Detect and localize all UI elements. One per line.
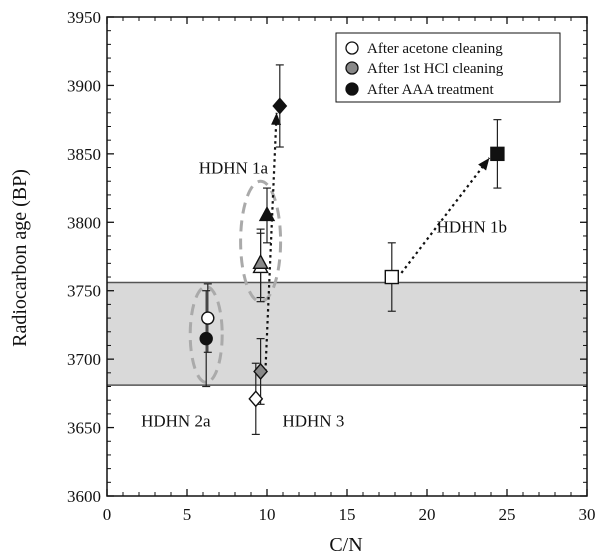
y-tick-label: 3600 bbox=[67, 487, 101, 506]
data-point-diamond-4 bbox=[272, 97, 288, 115]
group-label-0: HDHN 1a bbox=[199, 159, 269, 178]
group-label-1: HDHN 1b bbox=[437, 217, 507, 236]
reference-band bbox=[107, 282, 587, 386]
y-tick-label: 3650 bbox=[67, 419, 101, 438]
y-tick-label: 3950 bbox=[67, 8, 101, 27]
tick-layer: 0 5 10 15 20 25 30 3600 3650 3700 3750 3800 3850 3900… bbox=[67, 8, 596, 524]
x-tick-label: 20 bbox=[419, 505, 436, 524]
group-label-3: HDHN 3 bbox=[282, 412, 344, 431]
y-tick-label: 3900 bbox=[67, 76, 101, 95]
y-tick-label: 3750 bbox=[67, 282, 101, 301]
legend-marker-aaa bbox=[345, 82, 359, 96]
y-tick-label: 3800 bbox=[67, 213, 101, 232]
x-tick-label: 30 bbox=[579, 505, 596, 524]
legend-marker-hcl bbox=[345, 61, 359, 75]
legend-marker-acetone bbox=[345, 41, 359, 55]
arrow-head-0 bbox=[271, 112, 282, 126]
data-point-diamond-3 bbox=[253, 362, 269, 381]
data-point-circle-0 bbox=[201, 311, 215, 325]
y-axis-title: Radiocarbon age (BP) bbox=[9, 169, 31, 347]
data-point-triangle-7 bbox=[258, 205, 276, 222]
data-point-circle-1 bbox=[199, 331, 213, 346]
data-point-diamond-2 bbox=[248, 390, 264, 408]
reference-band-layer bbox=[107, 281, 587, 386]
legend-label-hcl: After 1st HCl cleaning bbox=[367, 61, 504, 77]
y-tick-label: 3850 bbox=[67, 145, 101, 164]
group-ellipse-1 bbox=[239, 179, 283, 304]
legend: After acetone cleaning After 1st HCl cle… bbox=[335, 32, 561, 103]
x-tick-label: 15 bbox=[339, 505, 356, 524]
x-axis-title: C/N bbox=[329, 534, 362, 556]
group-ellipse-0 bbox=[188, 285, 224, 384]
data-point-square-8 bbox=[384, 269, 399, 285]
group-ellipse-layer bbox=[188, 179, 283, 384]
x-tick-label: 10 bbox=[259, 505, 276, 524]
arrow-head-1 bbox=[478, 157, 490, 171]
group-label-layer: HDHN 1a HDHN 1b HDHN 2a HDHN 3 bbox=[141, 159, 507, 431]
marker-layer bbox=[199, 97, 505, 408]
arrow-line-1 bbox=[400, 157, 491, 274]
arrow-line-0 bbox=[264, 112, 278, 372]
data-point-triangle-6 bbox=[252, 253, 269, 270]
legend-label-aaa: After AAA treatment bbox=[367, 82, 494, 98]
group-label-2: HDHN 2a bbox=[141, 412, 211, 431]
arrow-layer bbox=[264, 112, 491, 372]
data-point-square-9 bbox=[490, 146, 505, 162]
y-tick-label: 3700 bbox=[67, 350, 101, 369]
x-tick-label: 25 bbox=[499, 505, 516, 524]
x-tick-label: 5 bbox=[183, 505, 192, 524]
legend-box bbox=[335, 32, 561, 103]
x-tick-label: 0 bbox=[103, 505, 112, 524]
legend-label-acetone: After acetone cleaning bbox=[367, 41, 503, 57]
